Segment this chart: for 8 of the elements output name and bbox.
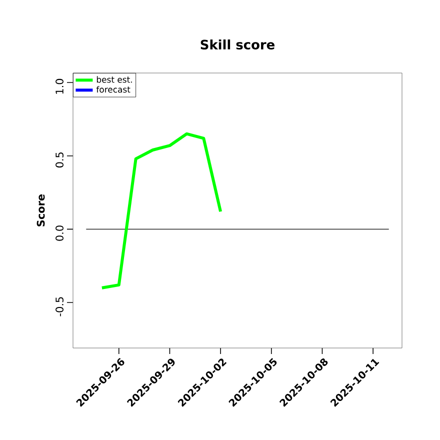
chart-title: Skill score xyxy=(200,39,274,50)
y-tick-label: 0.5 xyxy=(56,152,64,168)
legend-label: forecast xyxy=(96,86,130,93)
y-tick-label: 0.0 xyxy=(56,226,64,241)
y-tick-label: -0.5 xyxy=(56,297,64,316)
legend-label: best est. xyxy=(96,76,132,83)
y-axis-title: Score xyxy=(36,194,45,226)
y-tick-label: 1.0 xyxy=(56,78,64,94)
